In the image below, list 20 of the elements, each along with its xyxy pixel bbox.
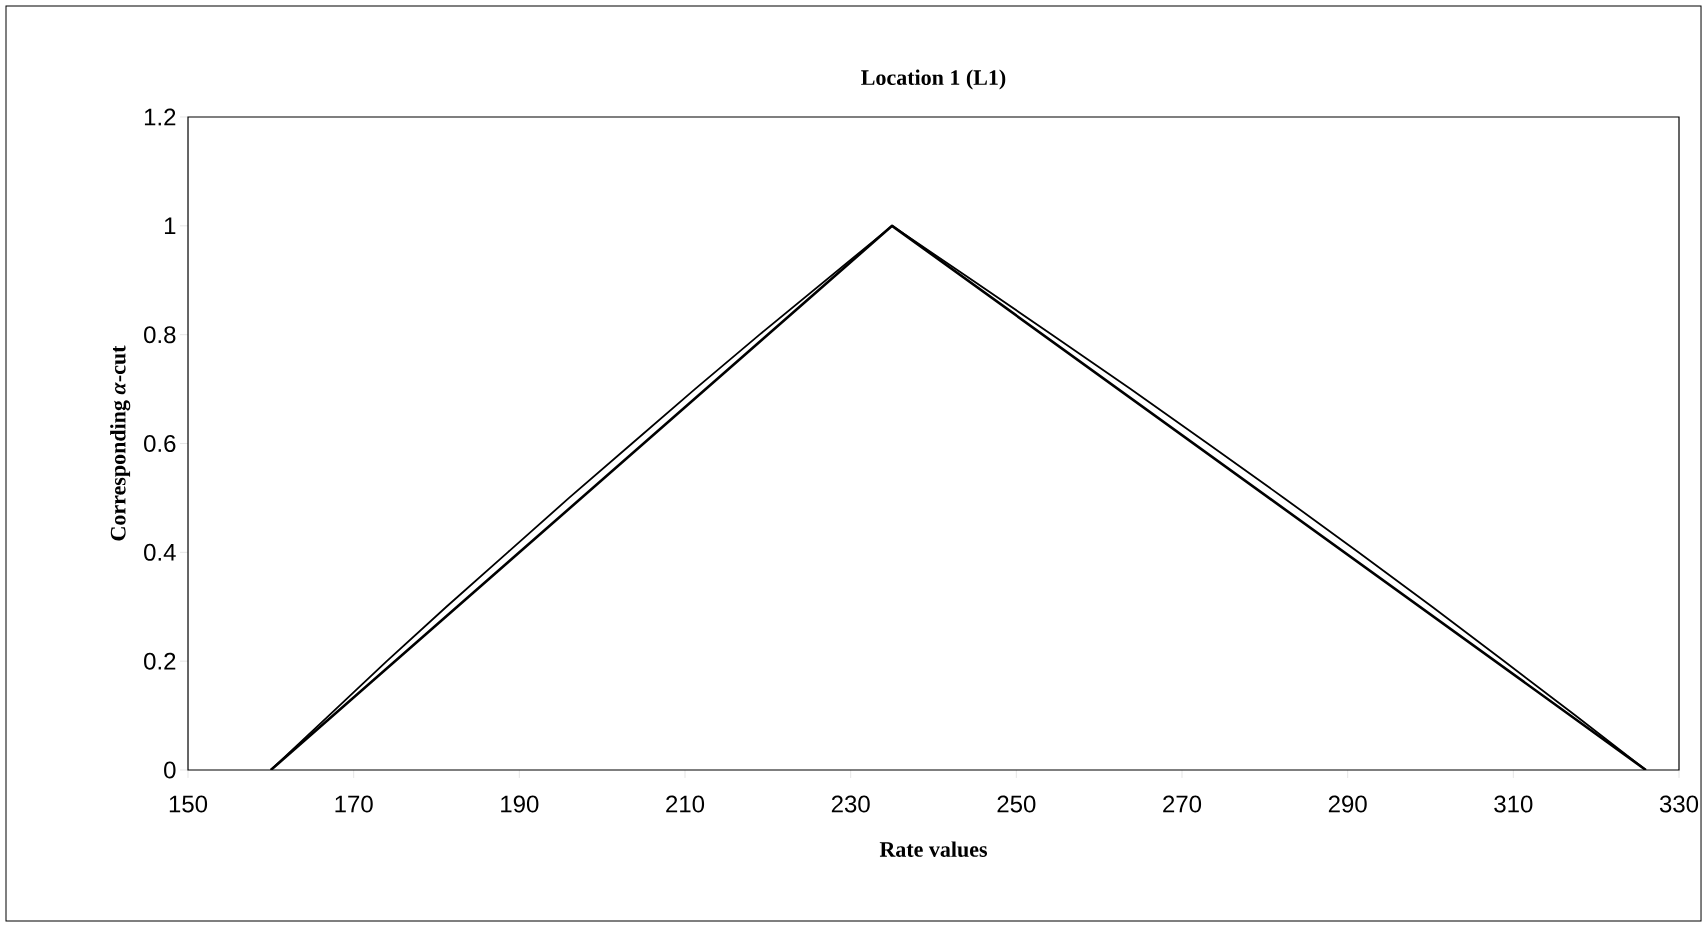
y-tick-label: 0.6 xyxy=(144,435,176,452)
x-tick-label: 210 xyxy=(666,795,705,813)
x-tick-label: 250 xyxy=(997,795,1036,813)
y-tick-label: 0.2 xyxy=(144,652,176,670)
chart-title: Location 1 (L1) xyxy=(861,69,1006,90)
y-tick-label: 0.8 xyxy=(144,326,176,344)
x-tick-label: 230 xyxy=(831,795,870,813)
x-tick-label: 270 xyxy=(1163,795,1202,813)
x-axis-title: Rate values xyxy=(879,841,988,857)
x-tick-label: 290 xyxy=(1328,795,1367,813)
x-tick-label: 330 xyxy=(1659,795,1699,813)
y-tick-label: 1 xyxy=(164,217,176,235)
y-tick-label: 0 xyxy=(164,761,176,779)
y-axis-title: Corresponding α-cut xyxy=(110,345,131,541)
y-tick-label: 1.2 xyxy=(144,108,176,126)
x-tick-label: 150 xyxy=(169,795,208,813)
y-tick-label: 0.4 xyxy=(144,543,176,561)
x-tick-label: 170 xyxy=(335,795,373,813)
x-tick-label: 310 xyxy=(1494,795,1533,813)
x-tick-label: 190 xyxy=(501,795,539,813)
